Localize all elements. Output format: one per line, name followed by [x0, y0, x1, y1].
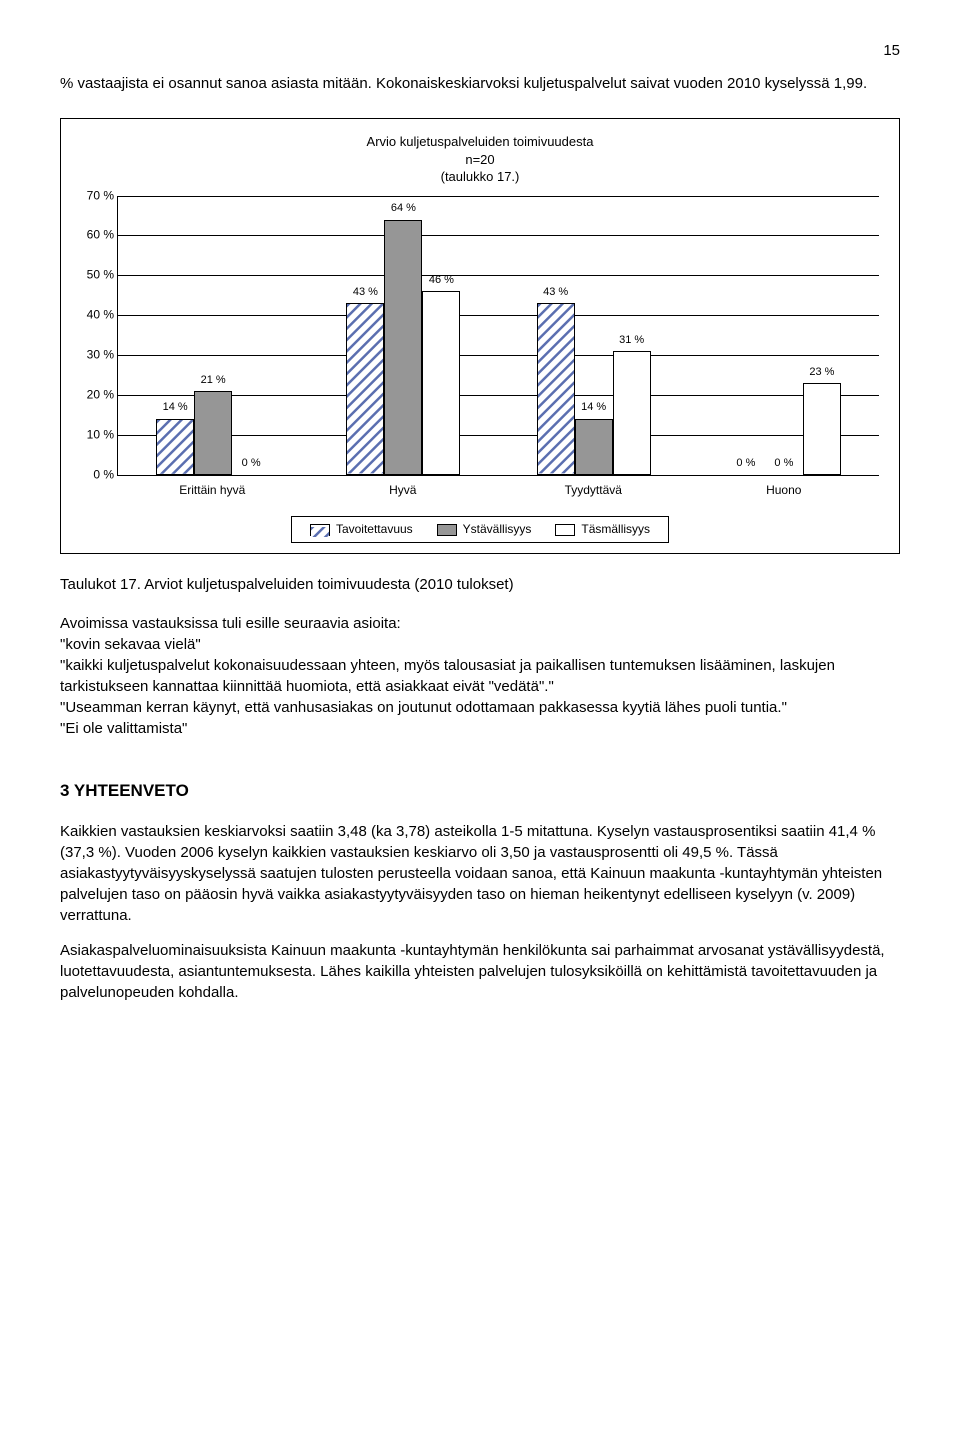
chart-bar-label: 0 %: [774, 456, 793, 471]
chart-title-line: (taulukko 17.): [73, 168, 887, 186]
chart-title-line: n=20: [73, 151, 887, 169]
chart-legend-item: Tavoitettavuus: [310, 521, 413, 538]
chart-bar: 14 %: [575, 196, 613, 475]
chart-bar-group: 14 % 21 % 0 %: [118, 196, 308, 475]
chart-bar: 64 %: [384, 196, 422, 475]
chart-x-category: Hyvä: [308, 476, 499, 499]
chart-bar-rect: [422, 291, 460, 474]
chart-bar-rect: [803, 383, 841, 475]
chart-bar-rect: [156, 419, 194, 475]
chart-bar-rect: [613, 351, 651, 475]
chart-y-tick: 30 %: [74, 347, 114, 364]
intro-paragraph: % vastaajista ei osannut sanoa asiasta m…: [60, 73, 900, 94]
chart-legend-label: Täsmällisyys: [581, 521, 650, 538]
chart-bar-rect: [575, 419, 613, 475]
quote-line: "Ei ole valittamista": [60, 718, 900, 739]
chart-x-axis: Erittäin hyväHyväTyydyttäväHuono: [117, 476, 879, 499]
chart-bar: 23 %: [803, 196, 841, 475]
chart-bar: 14 %: [156, 196, 194, 475]
chart-legend-item: Ystävällisyys: [437, 521, 532, 538]
chart-bar-group: 43 % 64 % 46 %: [308, 196, 498, 475]
chart-bar-group: 0 % 0 % 23 %: [689, 196, 879, 475]
chart-bar: 43 %: [537, 196, 575, 475]
chart-bar-rect: [194, 391, 232, 475]
chart-bar-label: 43 %: [543, 285, 568, 300]
chart-y-tick: 10 %: [74, 426, 114, 443]
chart-bar-rect: [537, 303, 575, 474]
quote-line: "kaikki kuljetuspalvelut kokonaisuudessa…: [60, 655, 900, 697]
chart-legend-label: Tavoitettavuus: [336, 521, 413, 538]
chart-bar-label: 46 %: [429, 273, 454, 288]
chart-y-tick: 40 %: [74, 307, 114, 324]
quotes-block: Avoimissa vastauksissa tuli esille seura…: [60, 613, 900, 739]
chart-bar-label: 23 %: [809, 365, 834, 380]
chart-bar-rect: [346, 303, 384, 474]
chart-y-tick: 50 %: [74, 267, 114, 284]
chart-bar: 0 %: [232, 196, 270, 475]
chart-bar-groups: 14 %21 %0 %43 %64 %46 %43 %14 %31 %0 %0 …: [118, 196, 879, 475]
quote-line: "Useamman kerran käynyt, että vanhusasia…: [60, 697, 900, 718]
chart-bar-label: 31 %: [619, 333, 644, 348]
quote-line: "kovin sekavaa vielä": [60, 634, 900, 655]
chart-legend-swatch: [555, 524, 575, 536]
quotes-intro: Avoimissa vastauksissa tuli esille seura…: [60, 613, 900, 634]
chart-bar-label: 43 %: [353, 285, 378, 300]
chart-legend-swatch: [437, 524, 457, 536]
chart-legend-swatch: [310, 524, 330, 536]
chart-x-category: Tyydyttävä: [498, 476, 689, 499]
chart-title: Arvio kuljetuspalveluiden toimivuudestan…: [73, 133, 887, 186]
summary-paragraph-1: Kaikkien vastauksien keskiarvoksi saatii…: [60, 821, 900, 926]
page-number: 15: [60, 40, 900, 61]
chart-legend-label: Ystävällisyys: [463, 521, 532, 538]
chart-bar: 21 %: [194, 196, 232, 475]
chart-x-category: Erittäin hyvä: [117, 476, 308, 499]
chart-y-tick: 70 %: [74, 187, 114, 204]
chart-bar: 46 %: [422, 196, 460, 475]
chart-bar-label: 0 %: [242, 456, 261, 471]
chart-container: Arvio kuljetuspalveluiden toimivuudestan…: [60, 118, 900, 554]
chart-bar-label: 21 %: [201, 373, 226, 388]
chart-bar-rect: [384, 220, 422, 475]
summary-paragraph-2: Asiakaspalveluominaisuuksista Kainuun ma…: [60, 940, 900, 1003]
chart-bar-label: 0 %: [736, 456, 755, 471]
chart-bar-label: 64 %: [391, 201, 416, 216]
chart-bar-label: 14 %: [581, 400, 606, 415]
chart-legend: Tavoitettavuus Ystävällisyys Täsmällisyys: [291, 516, 669, 543]
chart-legend-item: Täsmällisyys: [555, 521, 650, 538]
chart-bar-group: 43 % 14 % 31 %: [499, 196, 689, 475]
chart-bar: 43 %: [346, 196, 384, 475]
chart-title-line: Arvio kuljetuspalveluiden toimivuudesta: [73, 133, 887, 151]
chart-bar: 0 %: [765, 196, 803, 475]
chart-y-tick: 60 %: [74, 227, 114, 244]
chart-bar: 31 %: [613, 196, 651, 475]
chart-bar-label: 14 %: [163, 400, 188, 415]
chart-bar: 0 %: [727, 196, 765, 475]
chart-y-tick: 20 %: [74, 387, 114, 404]
chart-caption: Taulukot 17. Arviot kuljetuspalveluiden …: [60, 574, 900, 595]
chart-plot-area: 0 %10 %20 %30 %40 %50 %60 %70 %14 %21 %0…: [117, 196, 879, 476]
chart-x-category: Huono: [689, 476, 880, 499]
chart-y-tick: 0 %: [74, 466, 114, 483]
section-heading: 3 YHTEENVETO: [60, 779, 900, 803]
